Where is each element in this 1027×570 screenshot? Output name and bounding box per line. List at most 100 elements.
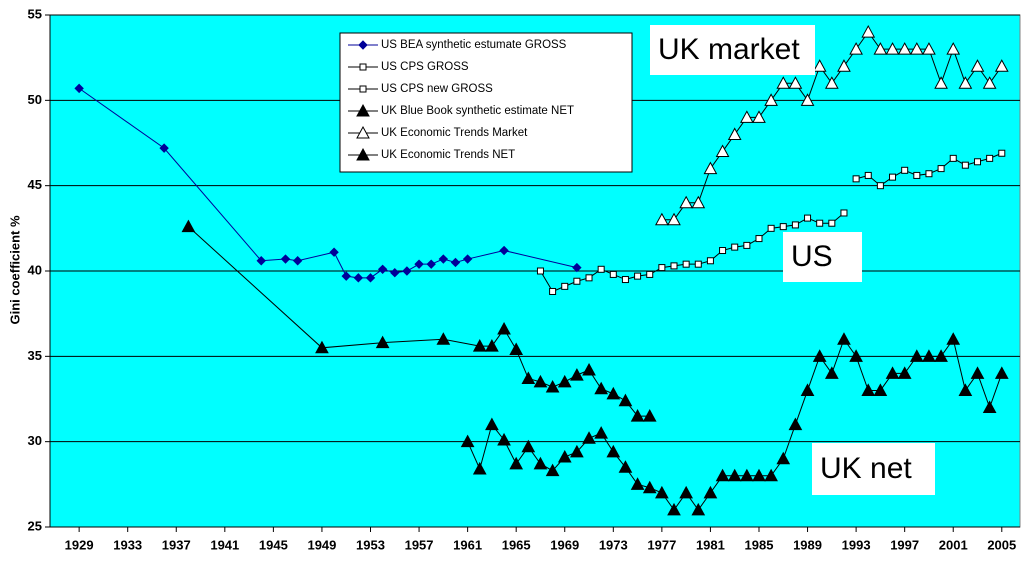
legend-label: UK Economic Trends NET — [381, 149, 515, 161]
point — [812, 59, 827, 72]
point — [630, 409, 645, 422]
point — [974, 158, 982, 166]
y-tick-label: 40 — [28, 262, 42, 277]
point — [485, 417, 499, 431]
point — [521, 439, 536, 453]
point — [804, 214, 812, 222]
point — [341, 271, 351, 281]
point — [438, 254, 449, 264]
point — [670, 262, 678, 270]
point — [655, 212, 669, 226]
point — [426, 259, 436, 269]
point — [402, 266, 412, 276]
point — [642, 409, 657, 422]
point — [840, 209, 848, 217]
point — [536, 267, 544, 275]
point — [706, 257, 714, 265]
point — [679, 485, 693, 499]
x-tick-label: 1969 — [550, 537, 579, 552]
x-tick-label: 1993 — [842, 537, 871, 552]
point — [256, 256, 266, 266]
x-tick-label: 1953 — [356, 537, 385, 552]
point — [755, 235, 763, 243]
x-tick-label: 1981 — [696, 537, 725, 552]
point — [414, 259, 424, 269]
point — [292, 256, 303, 266]
point — [582, 362, 596, 376]
x-tick-label: 1945 — [259, 537, 288, 552]
point — [618, 393, 633, 407]
point — [812, 349, 827, 362]
point — [909, 42, 924, 55]
point — [545, 463, 560, 477]
point — [533, 456, 548, 470]
point — [788, 76, 803, 89]
point — [719, 247, 727, 255]
point — [572, 262, 582, 273]
x-tick-label: 1985 — [745, 537, 774, 552]
x-tick-label: 1977 — [647, 537, 676, 552]
point — [897, 366, 912, 379]
point — [934, 349, 948, 362]
point — [873, 42, 888, 55]
point — [994, 59, 1009, 72]
point — [618, 460, 633, 473]
point — [329, 247, 339, 257]
point — [731, 243, 739, 251]
x-tick-label: 1961 — [453, 537, 482, 552]
point — [849, 349, 863, 362]
point — [743, 241, 751, 249]
x-tick-label: 1933 — [113, 537, 142, 552]
point — [958, 383, 973, 396]
point — [521, 371, 536, 385]
point — [986, 154, 994, 162]
point — [545, 380, 560, 393]
point — [485, 339, 499, 352]
x-tick-label: 1937 — [162, 537, 191, 552]
point — [715, 468, 730, 482]
point — [682, 260, 690, 268]
point — [667, 502, 681, 516]
point — [462, 254, 473, 264]
point — [776, 76, 791, 89]
legend-marker — [358, 40, 368, 50]
point — [691, 502, 706, 516]
point — [982, 76, 997, 89]
point — [377, 264, 388, 275]
point — [472, 339, 487, 352]
point — [703, 161, 718, 175]
point — [597, 265, 605, 273]
point — [606, 386, 621, 400]
point — [679, 195, 693, 209]
point — [509, 342, 524, 356]
point — [970, 59, 985, 72]
point — [582, 431, 596, 444]
point — [570, 368, 584, 381]
point — [609, 270, 617, 278]
point — [658, 264, 666, 272]
point — [849, 42, 863, 55]
legend-marker — [356, 125, 370, 139]
legend-label: UK Blue Book synthetic estimate NET — [381, 105, 574, 117]
point — [585, 274, 593, 282]
x-tick-label: 1973 — [599, 537, 628, 552]
x-tick-label: 1997 — [890, 537, 919, 552]
point — [909, 349, 924, 362]
legend-marker — [359, 85, 367, 93]
legend-marker — [356, 147, 370, 161]
point — [998, 149, 1006, 157]
point — [994, 366, 1009, 379]
point — [472, 461, 487, 475]
y-tick-label: 25 — [28, 518, 42, 533]
annotation-box — [783, 232, 862, 282]
point — [365, 273, 376, 283]
point — [752, 110, 766, 123]
x-tick-label: 1949 — [307, 537, 336, 552]
point — [497, 432, 511, 446]
point — [667, 212, 681, 226]
point — [791, 221, 799, 229]
point — [375, 335, 390, 349]
point — [606, 444, 621, 458]
annotation-box — [812, 443, 935, 495]
point — [694, 260, 702, 268]
